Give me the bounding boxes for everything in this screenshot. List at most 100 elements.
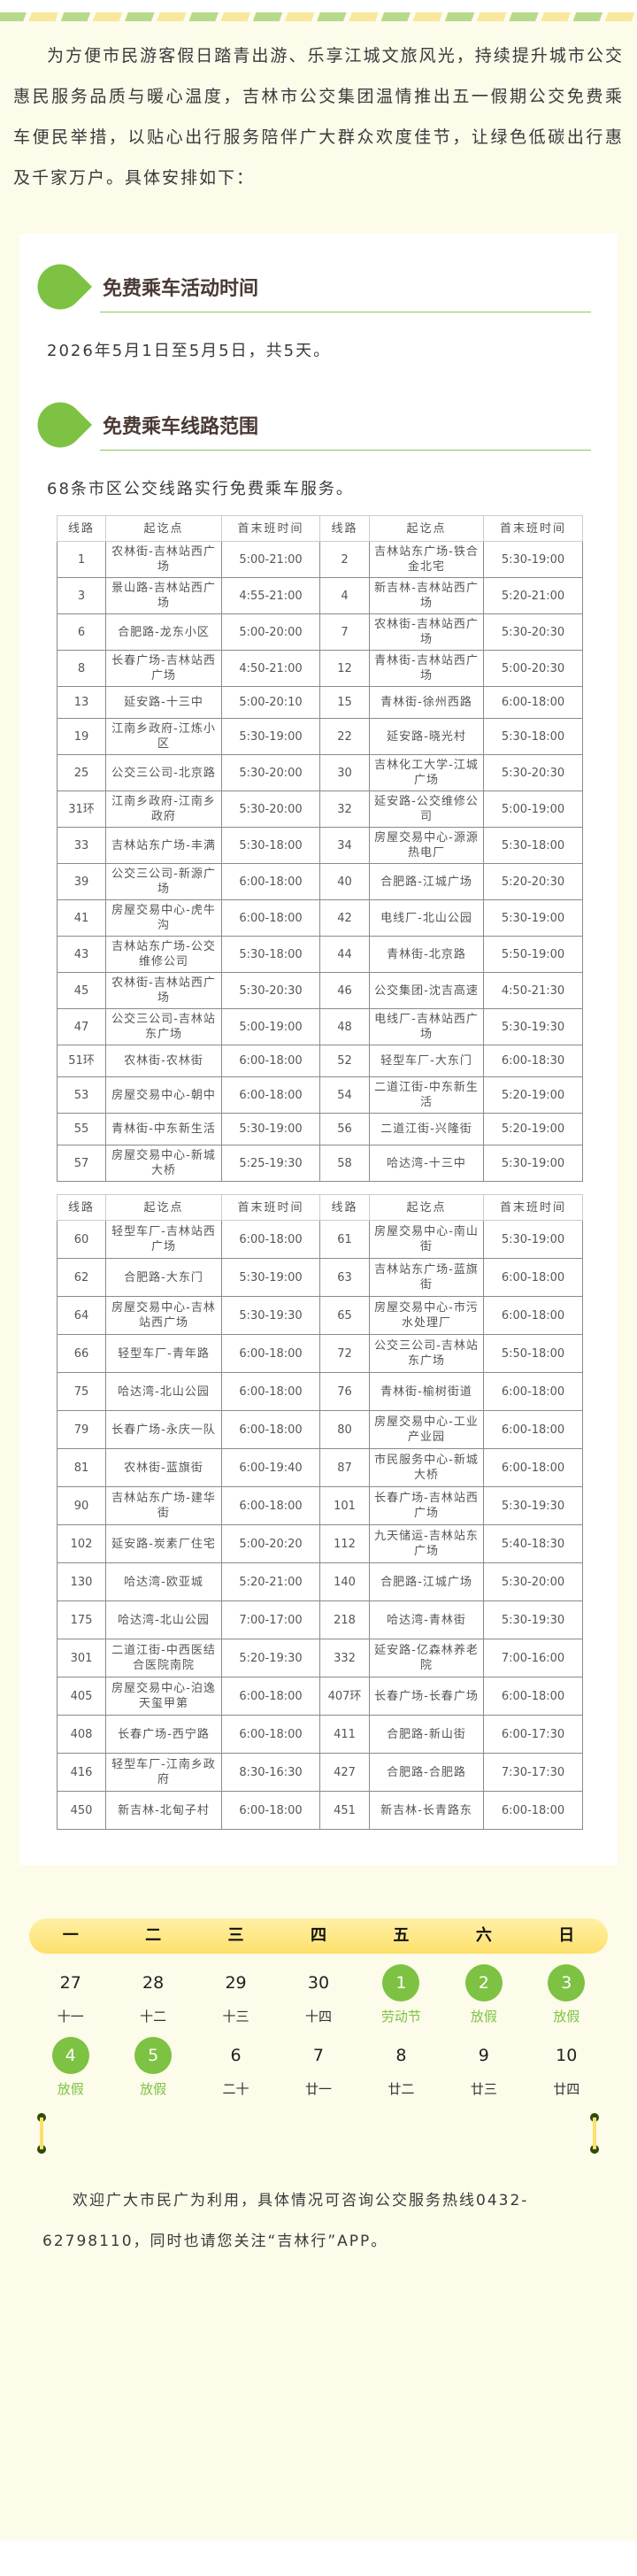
column-header: 首末班时间 (221, 1194, 320, 1221)
route-number: 19 (57, 718, 106, 755)
lunar-date: 廿四 (553, 2081, 580, 2097)
route-number: 112 (319, 1524, 370, 1563)
service-hours: 5:30-19:00 (483, 899, 583, 937)
route-number: 48 (319, 1008, 370, 1045)
route-number: 22 (319, 718, 370, 755)
route-endpoints: 吉林站东广场-丰满 (105, 827, 222, 864)
route-number: 62 (57, 1258, 106, 1297)
service-hours: 6:00-18:00 (221, 1791, 320, 1830)
route-endpoints: 市民服务中心-新城大桥 (369, 1448, 484, 1487)
table-row: 60 轻型车厂-吉林站西广场 6:00-18:00 61 房屋交易中心-南山街 5:30-… (57, 1220, 583, 1259)
table-row: 6 合肥路-龙东小区 5:00-20:00 7 农林街-吉林站西广场 5:30-20:30 (57, 613, 583, 651)
route-endpoints: 延安路-十三中 (105, 686, 222, 719)
table-row: 66 轻型车厂-青年路 6:00-18:00 72 公交三公司-吉林站东广场 5:50-1… (57, 1334, 583, 1373)
route-number: 175 (57, 1600, 106, 1639)
service-hours: 5:00-20:10 (221, 686, 320, 719)
service-hours: 5:50-18:00 (483, 1334, 583, 1373)
route-endpoints: 青林街-中东新生活 (105, 1113, 222, 1145)
service-hours: 5:30-20:30 (483, 754, 583, 791)
route-number: 72 (319, 1334, 370, 1373)
leaf-icon (27, 254, 93, 320)
calendar-week: 27 十一 28 十二 29 十三 30 十四 1 劳动节 2 放假 3 放假 (29, 1964, 608, 2026)
table-row: 45 农林街-吉林站西广场 5:30-20:30 46 公交集团-沈吉高速 4:50-21… (57, 972, 583, 1009)
route-endpoints: 青林街-榆树街道 (369, 1372, 484, 1411)
table-row: 57 房屋交易中心-新城大桥 5:25-19:30 58 哈达湾-十三中 5:30-19:… (57, 1145, 583, 1182)
service-hours: 5:30-20:30 (483, 613, 583, 651)
table-header-row: 线路 起讫点 首末班时间 线路 起讫点 首末班时间 (57, 515, 583, 542)
calendar-day: 29 十三 (195, 1964, 277, 2026)
route-endpoints: 延安路-亿森林养老院 (369, 1639, 484, 1677)
route-number: 407环 (319, 1677, 370, 1716)
route-number: 87 (319, 1448, 370, 1487)
service-hours: 5:30-19:00 (483, 541, 583, 578)
lunar-date: 廿二 (388, 2081, 415, 2097)
holiday-label: 放假 (553, 2009, 580, 2025)
date-number: 30 (307, 1973, 330, 1993)
service-hours: 4:55-21:00 (221, 577, 320, 614)
service-hours: 6:00-18:00 (221, 1715, 320, 1754)
route-endpoints: 公交三公司-新源广场 (105, 863, 222, 900)
route-number: 25 (57, 754, 106, 791)
weekday-bar: 一二三四五六日 (29, 1918, 608, 1954)
route-number: 8 (57, 650, 106, 687)
service-hours: 5:30-19:00 (483, 1145, 583, 1182)
route-endpoints: 延安路-公交维修公司 (369, 791, 484, 828)
route-endpoints: 房屋交易中心-新城大桥 (105, 1145, 222, 1182)
table-row: 90 吉林站东广场-建华街 6:00-18:00 101 长春广场-吉林站西广场 5:30… (57, 1486, 583, 1525)
route-endpoints: 长春广场-永庆一队 (105, 1410, 222, 1449)
route-endpoints: 合肥路-大东门 (105, 1258, 222, 1297)
column-header: 起讫点 (369, 1194, 484, 1221)
route-number: 42 (319, 899, 370, 937)
route-endpoints: 公交三公司-北京路 (105, 754, 222, 791)
table-row: 64 房屋交易中心-吉林站西广场 5:30-19:30 65 房屋交易中心-市污水处理厂… (57, 1296, 583, 1335)
route-number: 4 (319, 577, 370, 614)
route-endpoints: 景山路-吉林站西广场 (105, 577, 222, 614)
lunar-date: 廿一 (304, 2081, 332, 2097)
table-row: 43 吉林站东广场-公交维修公司 5:30-18:00 44 青林街-北京路 5:50-1… (57, 936, 583, 973)
route-number: 46 (319, 972, 370, 1009)
service-hours: 5:30-20:30 (221, 972, 320, 1009)
route-number: 408 (57, 1715, 106, 1754)
service-hours: 6:00-18:00 (221, 1410, 320, 1449)
column-header: 首末班时间 (483, 515, 583, 542)
route-endpoints: 长春广场-吉林站西广场 (369, 1486, 484, 1525)
table-row: 416 轻型车厂-江南乡政府 8:30-16:30 427 合肥路-合肥路 7:30-17… (57, 1753, 583, 1792)
route-number: 6 (57, 613, 106, 651)
route-number: 61 (319, 1220, 370, 1259)
holiday-label: 放假 (140, 2081, 167, 2097)
route-endpoints: 房屋交易中心-源源热电厂 (369, 827, 484, 864)
route-endpoints: 九天储运-吉林站东广场 (369, 1524, 484, 1563)
lunar-date: 廿三 (470, 2081, 497, 2097)
table-row: 175 哈达湾-北山公园 7:00-17:00 218 哈达湾-青林街 5:30-19:3… (57, 1600, 583, 1639)
route-endpoints: 房屋交易中心-南山街 (369, 1220, 484, 1259)
table-row: 102 延安路-炭素厂住宅 5:00-20:20 112 九天储运-吉林站东广场 5:40… (57, 1524, 583, 1563)
leaf-icon (27, 392, 93, 458)
route-number: 81 (57, 1448, 106, 1487)
service-hours: 5:30-19:00 (221, 718, 320, 755)
route-number: 56 (319, 1113, 370, 1145)
service-hours: 5:00-19:00 (221, 1008, 320, 1045)
route-endpoints: 轻型车厂-吉林站西广场 (105, 1220, 222, 1259)
route-number: 102 (57, 1524, 106, 1563)
service-hours: 4:50-21:00 (221, 650, 320, 687)
service-hours: 5:30-18:00 (221, 827, 320, 864)
route-number: 65 (319, 1296, 370, 1335)
routes-table-1: 线路 起讫点 首末班时间 线路 起讫点 首末班时间 1 农林街-吉林站西广场 5:00-21:0… (57, 515, 583, 1182)
route-number: 332 (319, 1639, 370, 1677)
table-row: 130 哈达湾-欧亚城 5:20-21:00 140 合肥路-江城广场 5:30-20:0… (57, 1562, 583, 1601)
route-endpoints: 合肥路-合肥路 (369, 1753, 484, 1792)
route-number: 79 (57, 1410, 106, 1449)
route-endpoints: 电线厂-北山公园 (369, 899, 484, 937)
page: 为方便市民游客假日踏青出游、乐享江城文旅风光，持续提升城市公交惠民服务品质与暖心… (0, 12, 637, 2541)
route-number: 43 (57, 936, 106, 973)
route-endpoints: 新吉林-长青路东 (369, 1791, 484, 1830)
table-header-row: 线路 起讫点 首末班时间 线路 起讫点 首末班时间 (57, 1194, 583, 1221)
service-hours: 5:30-19:30 (483, 1600, 583, 1639)
column-header: 起讫点 (105, 515, 222, 542)
route-endpoints: 哈达湾-北山公园 (105, 1372, 222, 1411)
service-hours: 7:00-16:00 (483, 1639, 583, 1677)
service-hours: 5:30-19:30 (483, 1008, 583, 1045)
route-number: 64 (57, 1296, 106, 1335)
calendar-day: 7 廿一 (277, 2037, 359, 2099)
column-header: 起讫点 (369, 515, 484, 542)
